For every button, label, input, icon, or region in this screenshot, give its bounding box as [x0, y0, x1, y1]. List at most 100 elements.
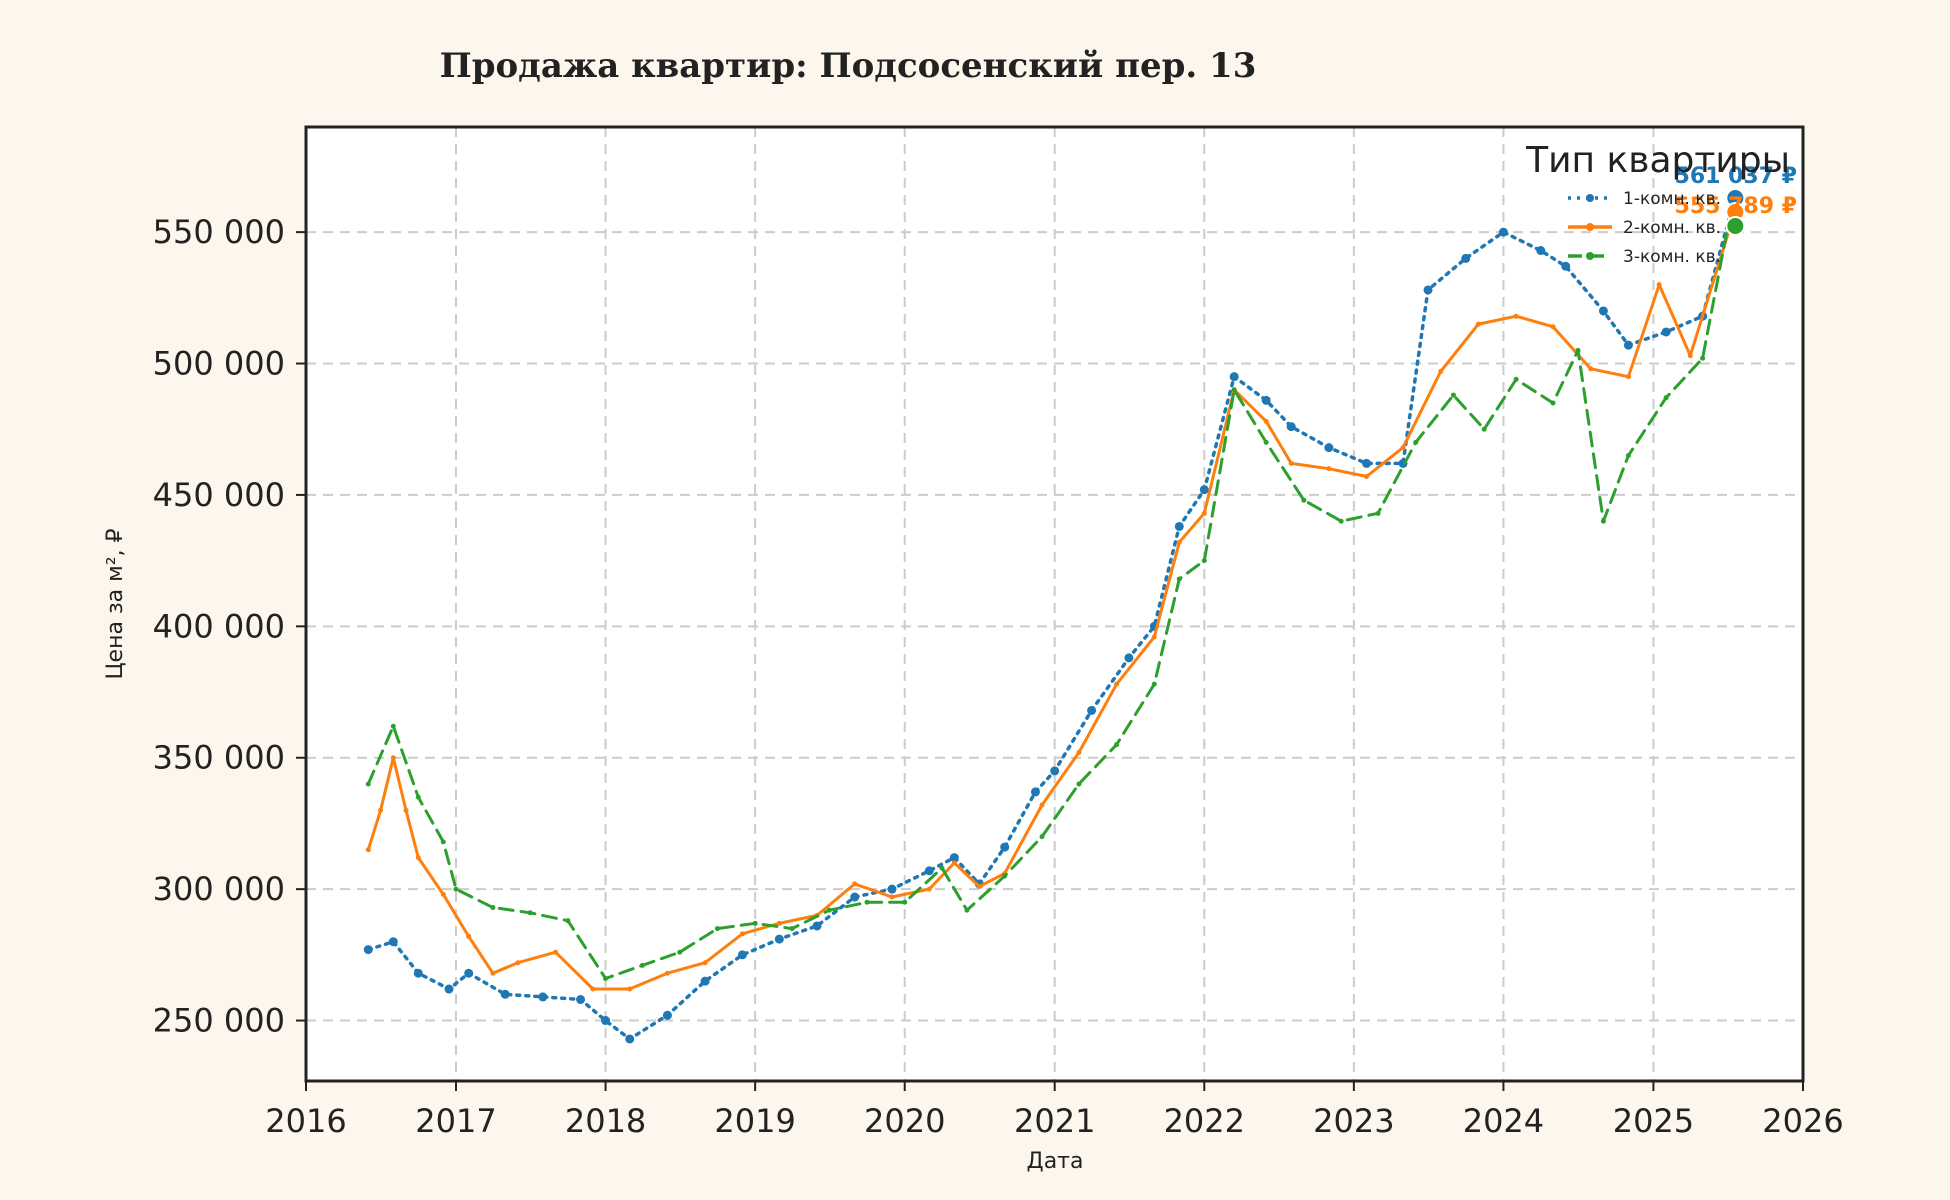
data-point	[1076, 781, 1082, 787]
data-point	[490, 970, 496, 976]
data-point	[1039, 802, 1045, 808]
legend-marker	[1586, 194, 1594, 202]
data-point	[1087, 705, 1097, 715]
data-point	[413, 968, 423, 978]
data-point	[590, 986, 596, 992]
data-point	[1174, 521, 1184, 531]
data-point	[1656, 282, 1662, 288]
data-point	[1450, 392, 1456, 398]
data-point	[1176, 539, 1182, 545]
data-point	[1625, 374, 1631, 380]
data-point	[363, 945, 373, 955]
data-point	[1231, 387, 1237, 393]
data-point	[1151, 681, 1157, 687]
data-point	[739, 931, 745, 937]
x-tick-label: 2017	[415, 1102, 496, 1140]
data-point	[390, 755, 396, 761]
y-axis: 250 000 300 000 350 000 400 000 450 000 500 0…	[153, 213, 306, 1040]
data-point	[826, 907, 832, 913]
data-point	[1461, 253, 1471, 263]
data-point	[1338, 518, 1344, 524]
data-point	[1536, 246, 1546, 256]
data-point	[553, 949, 559, 955]
data-point	[527, 910, 533, 916]
end-marker	[1725, 216, 1746, 236]
data-point	[639, 962, 645, 968]
data-point	[1700, 355, 1706, 361]
end-value-label: 561 037 ₽	[1675, 164, 1797, 189]
data-point	[1201, 510, 1207, 516]
data-point	[603, 976, 609, 982]
data-point	[390, 723, 396, 729]
chart-title: Продажа квартир: Подсосенский пер. 13	[440, 46, 1257, 86]
data-point	[1475, 321, 1481, 327]
data-point	[1114, 681, 1120, 687]
series-layer	[363, 195, 1738, 1044]
data-point	[924, 866, 934, 876]
data-point	[1600, 518, 1606, 524]
data-point	[1286, 422, 1296, 432]
data-point	[1561, 261, 1571, 271]
legend-title: Тип квартиры	[1525, 140, 1790, 181]
data-point	[388, 937, 398, 947]
x-axis: 2016 2017 2018 2019 2020 2021 2022 2023 2024 2025…	[265, 1081, 1844, 1140]
data-point	[1663, 395, 1669, 401]
y-tick-label: 400 000	[153, 607, 285, 645]
data-point	[1030, 787, 1040, 797]
data-point	[1362, 458, 1372, 468]
data-point	[415, 855, 421, 861]
data-point	[1375, 510, 1381, 516]
data-point	[538, 992, 548, 1002]
data-point	[714, 926, 720, 932]
data-point	[964, 907, 970, 913]
data-point	[1050, 766, 1060, 776]
data-point	[1575, 347, 1581, 353]
data-point	[700, 976, 710, 986]
data-point	[627, 986, 633, 992]
series-line	[366, 201, 1736, 1041]
data-point	[664, 970, 670, 976]
data-point	[1598, 306, 1608, 316]
data-point	[1124, 653, 1134, 663]
data-point	[1400, 445, 1406, 451]
data-point	[1687, 353, 1693, 359]
series-line	[366, 215, 1735, 991]
series-line	[366, 196, 1735, 980]
x-tick-label: 2021	[1014, 1102, 1095, 1140]
data-point	[1229, 372, 1239, 382]
data-point	[1550, 324, 1556, 330]
data-point	[812, 921, 822, 931]
data-point	[949, 853, 959, 863]
data-point	[737, 950, 747, 960]
data-point	[1481, 426, 1487, 432]
data-point	[1000, 842, 1010, 852]
y-tick-label: 350 000	[153, 739, 285, 777]
series-1	[363, 198, 1738, 1044]
x-axis-label: Дата	[1027, 1149, 1084, 1174]
y-axis-label: Цена за м², ₽	[103, 528, 128, 679]
x-tick-label: 2026	[1762, 1102, 1843, 1140]
data-point	[444, 984, 454, 994]
data-point	[976, 884, 982, 890]
legend-label: 3-комн. кв.	[1623, 247, 1721, 267]
data-point	[852, 881, 858, 887]
legend-marker	[1586, 223, 1594, 231]
data-point	[515, 960, 521, 966]
y-tick-label: 250 000	[153, 1002, 285, 1040]
data-point	[776, 920, 782, 926]
x-tick-label: 2019	[714, 1102, 795, 1140]
data-point	[789, 926, 795, 932]
data-point	[490, 905, 496, 911]
data-point	[1176, 576, 1182, 582]
data-point	[1114, 742, 1120, 748]
data-point	[850, 892, 860, 902]
legend-item: 3-комн. кв.	[1568, 247, 1721, 267]
data-point	[1423, 285, 1433, 295]
data-point	[365, 781, 371, 787]
data-point	[464, 968, 474, 978]
data-point	[1364, 474, 1370, 480]
data-point	[1661, 327, 1671, 337]
data-point	[1326, 466, 1332, 472]
x-tick-label: 2020	[864, 1102, 945, 1140]
